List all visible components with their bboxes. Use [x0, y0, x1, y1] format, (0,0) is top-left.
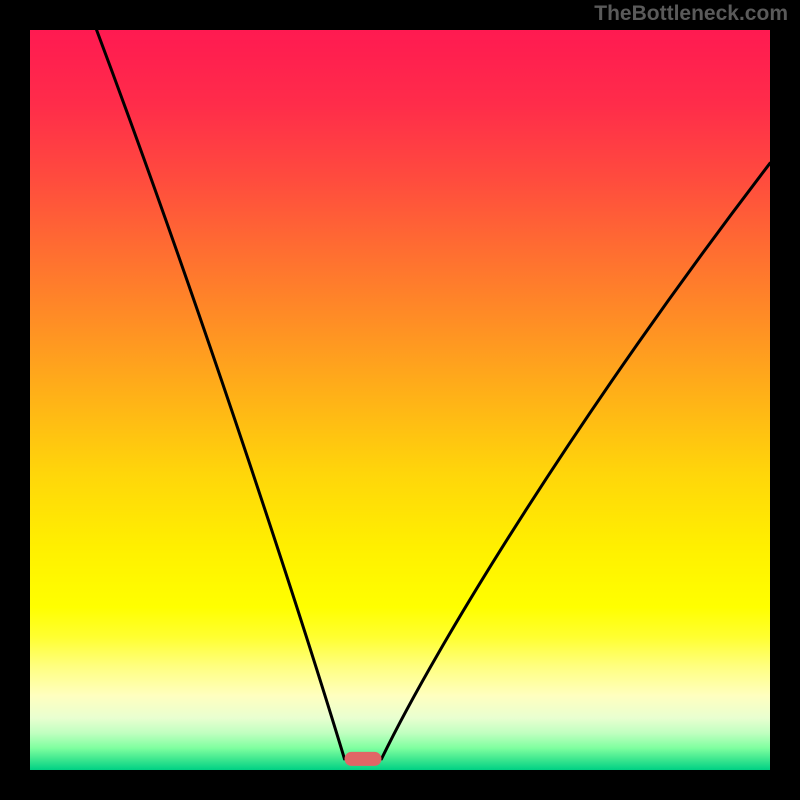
optimal-marker	[345, 752, 382, 766]
gradient-curve-chart	[0, 0, 800, 800]
plot-area	[30, 30, 770, 770]
chart-container: TheBottleneck.com	[0, 0, 800, 800]
